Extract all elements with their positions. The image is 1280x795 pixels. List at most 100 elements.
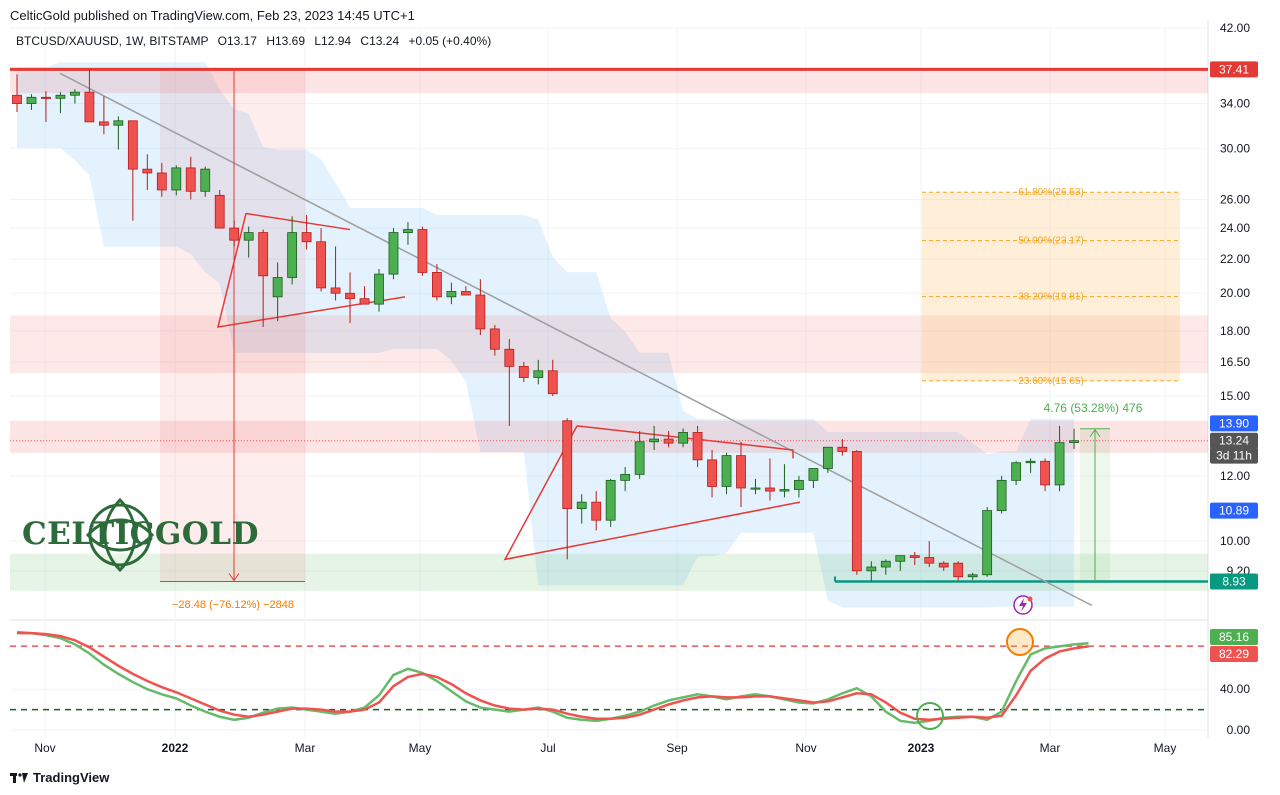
time-tick-label: Nov (795, 741, 816, 755)
drawings[interactable]: −28.48 (−76.12%) −2848 4.76 (53.28%) 476 (10, 67, 1208, 615)
candle (866, 561, 877, 582)
candle (924, 541, 935, 567)
price-tick-label: 30.00 (1220, 141, 1250, 155)
candle (547, 359, 558, 397)
candle (808, 468, 819, 488)
price-zone (10, 420, 1208, 453)
candle-body (388, 232, 399, 275)
celtic-knot-icon (86, 497, 154, 573)
fibonacci-retracement[interactable]: 61.80%(26.53) 50.00%(23.17) 38.20%(19.81) 2… (922, 187, 1180, 387)
price-tag-label: 13.24 (1219, 434, 1249, 448)
price-tag (1210, 61, 1258, 78)
candle-body (649, 438, 660, 443)
price-tag-label: 3d 11h (1216, 449, 1252, 463)
triangle-2-lower (503, 425, 801, 561)
candle (1040, 458, 1050, 492)
candle-body (185, 167, 196, 192)
candle-body (287, 232, 298, 278)
osc-tag-label: 85.16 (1219, 630, 1249, 644)
triangle-1-lower (217, 213, 406, 328)
candle-body (26, 96, 37, 104)
candle-body (591, 501, 602, 521)
candle (403, 222, 413, 245)
osc-tag (1210, 629, 1258, 645)
measure-down-label: −28.48 (−76.12%) −2848 (172, 599, 294, 611)
candle (518, 362, 529, 383)
event-dot (1027, 596, 1033, 602)
symbol-label[interactable]: BTCUSD/XAUUSD, 1W, BITSTAMP (16, 34, 209, 48)
candle-body (750, 487, 761, 490)
fib-level-label: 38.20%(19.81) (1018, 292, 1084, 303)
time-tick-label: May (409, 741, 432, 755)
price-axis[interactable]: 42.00 34.00 30.00 26.00 24.00 22.00 20.00 18.00… (1210, 21, 1258, 737)
price-tag (1210, 447, 1258, 464)
candle-body (171, 167, 182, 191)
price-tick-label: 24.00 (1220, 221, 1250, 235)
candles (12, 69, 1079, 582)
candle (113, 116, 124, 150)
candle (591, 491, 602, 531)
candle-body (489, 328, 500, 350)
osc-tag-label: 82.29 (1219, 647, 1249, 661)
candle (460, 286, 471, 296)
candle-body (678, 432, 688, 444)
background-layer (10, 20, 1209, 738)
candle-body (345, 292, 355, 300)
stochastic-oscillator (10, 628, 1208, 730)
candle-body (258, 232, 269, 277)
close-value: C13.24 (360, 34, 400, 48)
candle-body (982, 510, 993, 576)
candle-body (924, 557, 935, 564)
candle-body (272, 277, 283, 298)
candle-body (692, 432, 703, 461)
candle (996, 475, 1007, 514)
price-tag-label: 10.89 (1219, 504, 1249, 518)
candle (909, 551, 920, 566)
candle-body (663, 438, 674, 444)
price-tick-label: 34.00 (1220, 97, 1250, 111)
price-tick-label: 15.00 (1220, 389, 1250, 403)
candle-body (967, 574, 978, 578)
candle (301, 214, 312, 250)
candle (692, 425, 703, 468)
triangle-2-upper (576, 425, 794, 459)
time-axis[interactable]: Nov 2022 Mar May Jul Sep Nov 2023 Mar May (34, 741, 1176, 755)
candle (707, 450, 717, 498)
price-tick-label: 22.00 (1220, 252, 1250, 266)
candle (1011, 461, 1022, 485)
candle (84, 69, 95, 123)
grid (10, 27, 1208, 738)
candle (533, 359, 544, 385)
candle (127, 120, 138, 221)
candle-body (736, 455, 746, 489)
candle (229, 220, 240, 247)
candle (12, 74, 22, 113)
candle-body (547, 370, 558, 395)
price-tick-label: 12.00 (1220, 469, 1250, 483)
candle-body (794, 479, 804, 490)
ohlc-legend[interactable]: BTCUSD/XAUUSD, 1W, BITSTAMP O13.17 H13.6… (16, 34, 491, 48)
price-tag-label: 37.41 (1219, 62, 1249, 76)
price-zone (10, 67, 1208, 94)
candle-body (1069, 440, 1079, 444)
candle-body (605, 479, 616, 521)
candle-body (243, 232, 254, 241)
osc-fast-line (16, 630, 1089, 725)
candle (156, 162, 167, 197)
candle (55, 92, 66, 114)
candle (576, 494, 587, 524)
price-tag (1210, 573, 1258, 590)
candle-body (301, 232, 312, 243)
time-tick-label: Jul (540, 741, 555, 755)
candle-body (229, 227, 240, 241)
tradingview-brand[interactable]: TradingView (10, 770, 109, 785)
horizontal-zones (10, 67, 1208, 591)
candle-body (98, 121, 109, 126)
time-tick-label: Mar (1040, 741, 1061, 755)
candle (880, 559, 891, 575)
open-value: O13.17 (217, 34, 257, 48)
price-tag-label: 8.93 (1222, 575, 1246, 589)
candle-body (779, 489, 790, 492)
candle (374, 269, 384, 312)
